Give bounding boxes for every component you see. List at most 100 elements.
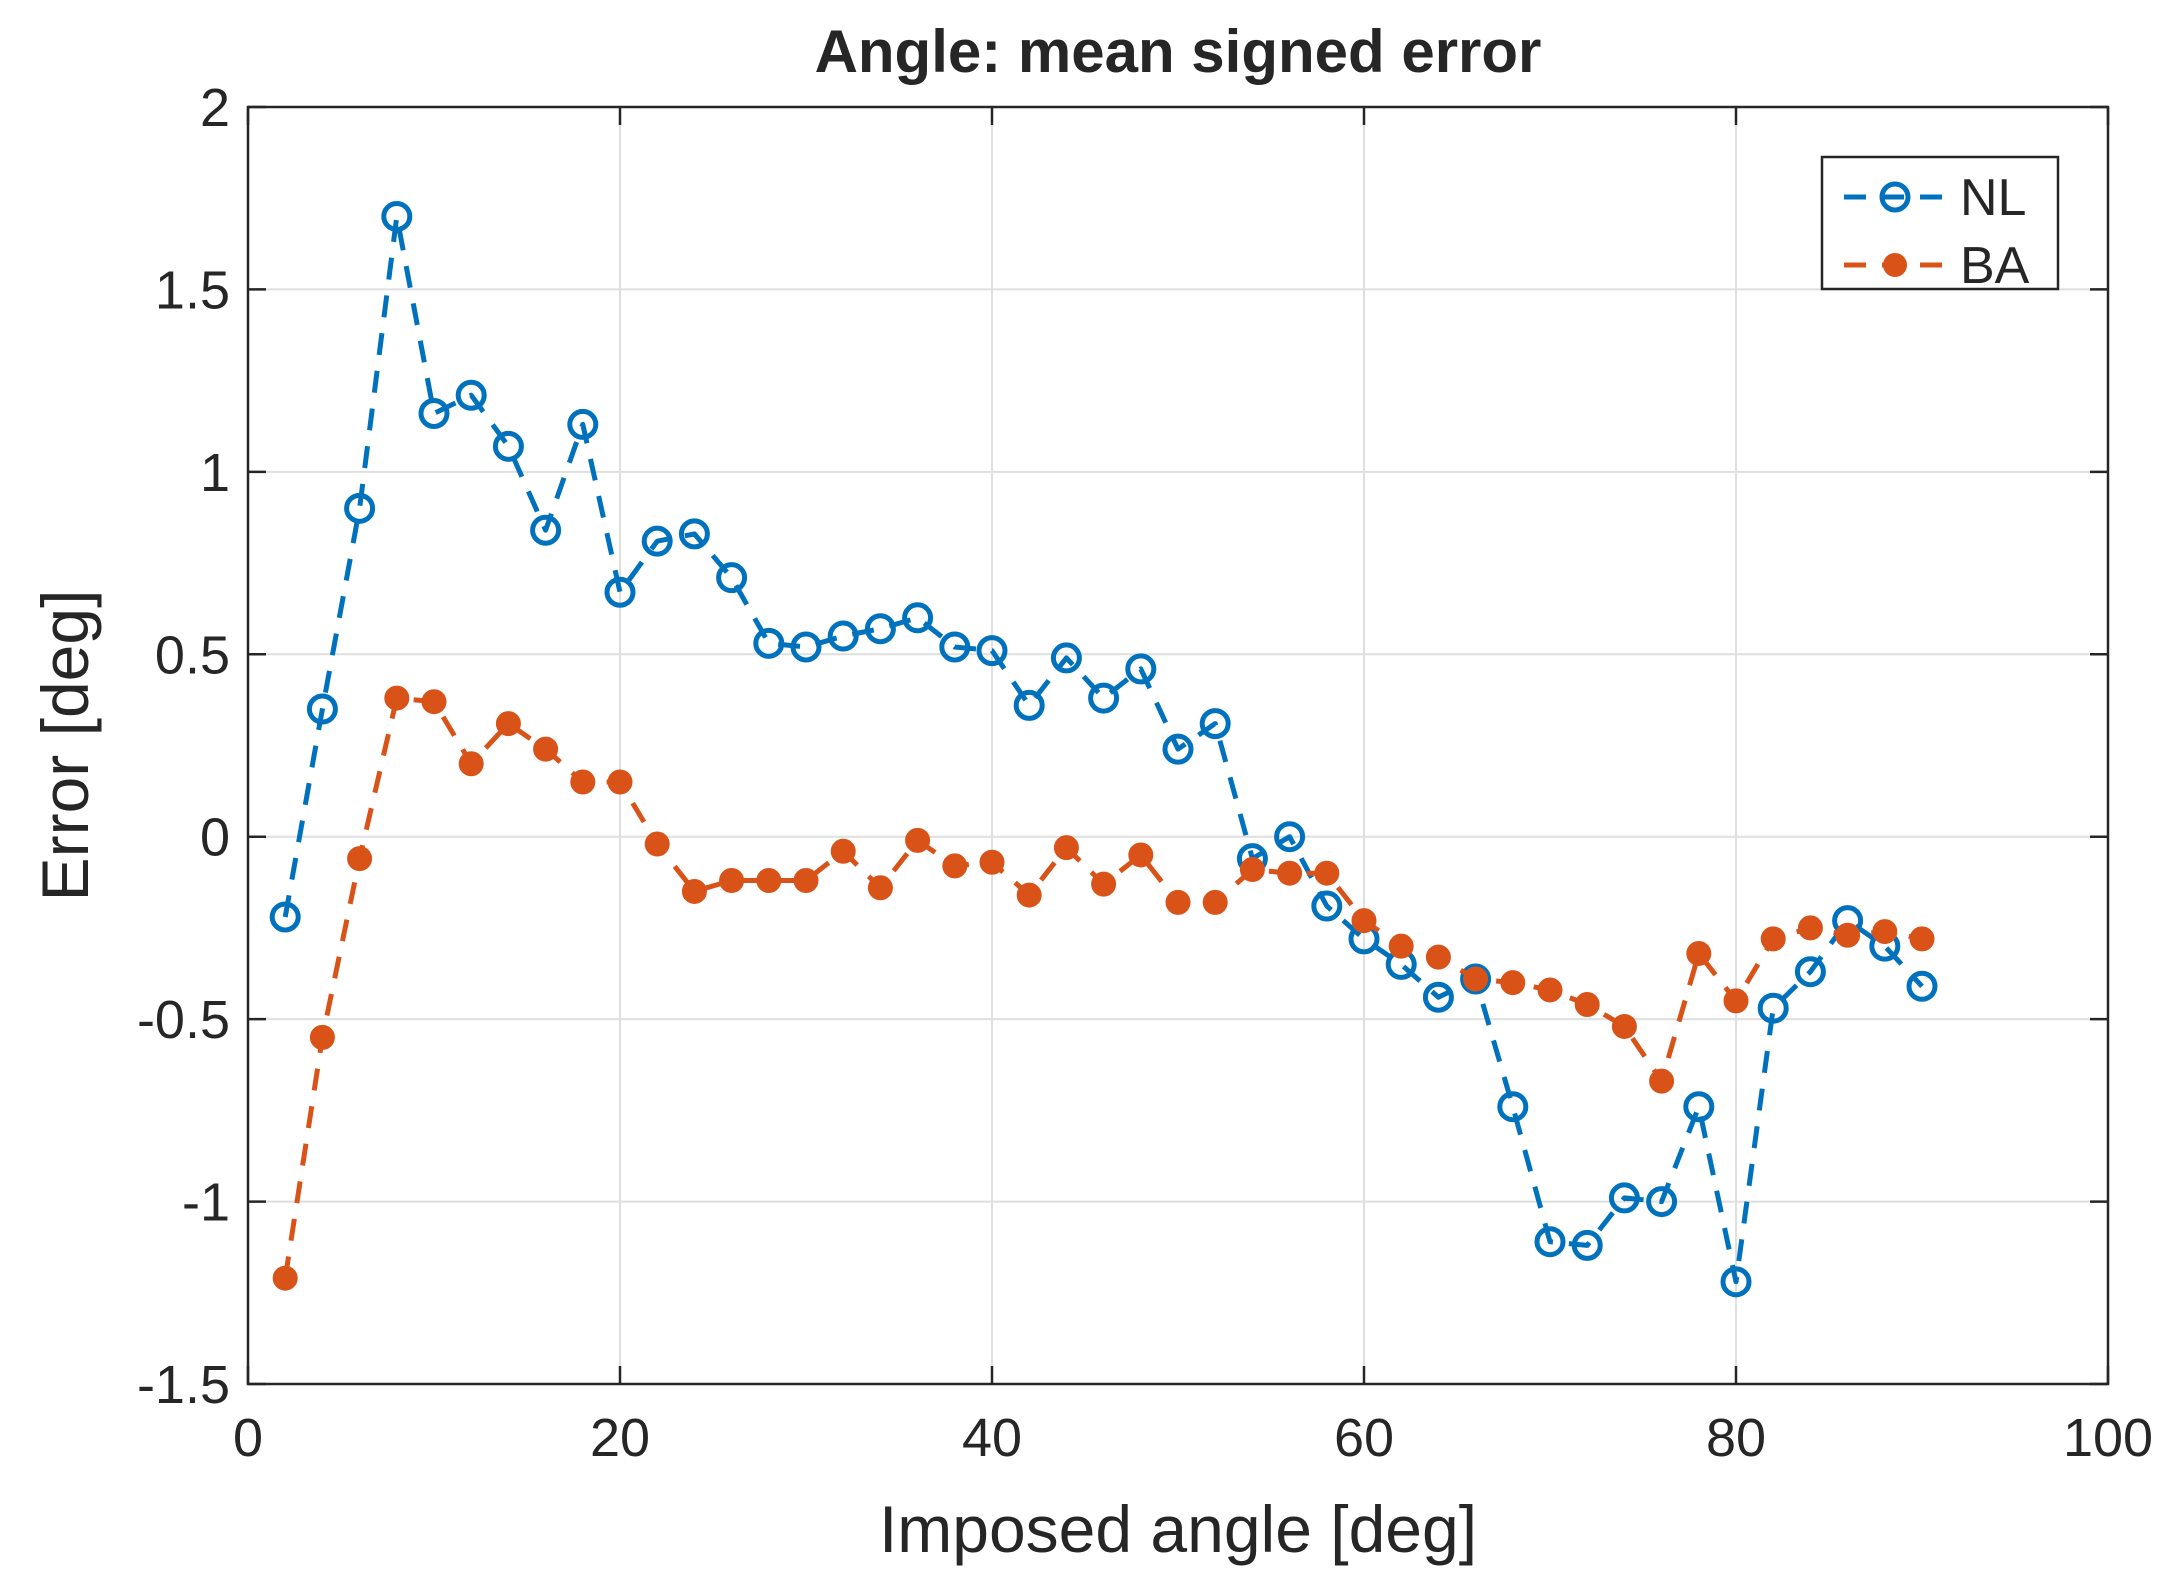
data-point [678,518,710,550]
data-point [716,562,748,594]
data-point [1128,842,1154,868]
data-point [1165,889,1191,915]
data-point [864,613,896,645]
data-point [1088,682,1120,714]
data-point [1649,1068,1675,1094]
data-point [1835,922,1861,948]
data-point [1571,1229,1603,1261]
data-point [753,627,785,659]
ticks [246,105,2110,1386]
data-point [867,875,893,901]
data-point [1683,1091,1715,1123]
data-point [681,878,707,904]
data-point [570,769,596,795]
legend-marker-nl [1879,181,1911,213]
data-point [979,849,1005,875]
chart-title: Angle: mean signed error [815,18,1542,85]
data-point [1757,992,1789,1024]
x-tick-label: 80 [1706,1408,1766,1468]
data-point [1497,1091,1529,1123]
y-tick-label: 0 [200,808,230,868]
series-layer [269,200,1938,1298]
y-tick-label: 1 [200,443,230,503]
data-point [1500,970,1526,996]
data-point [1797,915,1823,941]
data-point [644,831,670,857]
data-point [384,685,410,711]
data-point [1091,871,1117,897]
tick-labels: 0 20 40 60 80 100 -1.5 -1 -0.5 0 0.5 1 1.5 2 [137,78,2153,1468]
x-tick-label: 20 [590,1408,650,1468]
data-point [455,379,487,411]
y-tick-label: 0.5 [155,625,230,685]
data-point [1016,882,1042,908]
x-tick-label: 100 [2063,1408,2153,1468]
data-point [1537,977,1563,1003]
data-point [905,827,931,853]
series-line-nl [282,214,1924,1285]
data-point [641,525,673,557]
data-point [1909,926,1935,952]
x-tick-label: 0 [233,1408,263,1468]
data-point [976,635,1008,667]
data-point [939,631,971,663]
data-point [1314,860,1340,886]
data-point [1720,1266,1752,1298]
data-point [418,397,450,429]
data-point [1872,919,1898,945]
data-point [347,846,373,872]
data-point [381,200,413,232]
data-point [1311,890,1343,922]
data-point [530,514,562,546]
axes-box [246,105,2110,1386]
data-point [344,492,376,524]
data-point [1053,835,1079,861]
x-tick-label: 60 [1334,1408,1394,1468]
data-point [1277,860,1303,886]
data-point [1125,653,1157,685]
data-point [1463,966,1489,992]
data-point [1686,940,1712,966]
data-point [1013,689,1045,721]
data-point [1202,889,1228,915]
data-point [1050,642,1082,674]
data-point [830,838,856,864]
data-point [306,693,338,725]
data-point [1422,981,1454,1013]
data-point [272,1265,298,1291]
y-tick-label: -1.5 [137,1355,230,1415]
data-point [793,867,819,893]
y-tick-label: 2 [200,78,230,138]
data-point [1425,944,1451,970]
data-point [756,867,782,893]
y-tick-label: -0.5 [137,990,230,1050]
data-point [790,631,822,663]
legend-label-nl: NL [1960,169,2026,227]
data-point [1574,992,1600,1018]
data-point [604,576,636,608]
data-point [1388,933,1414,959]
data-point [1608,1182,1640,1214]
data-point [1274,821,1306,853]
data-point [1646,1186,1678,1218]
data-point [533,736,559,762]
series-nl [269,200,1938,1298]
y-tick-label: 1.5 [155,260,230,320]
y-tick-label: -1 [182,1173,230,1233]
data-point [1794,956,1826,988]
data-point [607,769,633,795]
series-ba [272,685,1935,1291]
data-point [1723,988,1749,1014]
data-point [1239,857,1265,883]
data-point [269,901,301,933]
data-point [1199,708,1231,740]
data-point [1162,733,1194,765]
data-point [492,430,524,462]
x-axis-label: Imposed angle [deg] [879,1492,1477,1566]
data-point [902,602,934,634]
data-point [567,408,599,440]
x-tick-label: 40 [962,1408,1022,1468]
data-point [309,1024,335,1050]
data-point [421,689,447,715]
data-point [719,867,745,893]
